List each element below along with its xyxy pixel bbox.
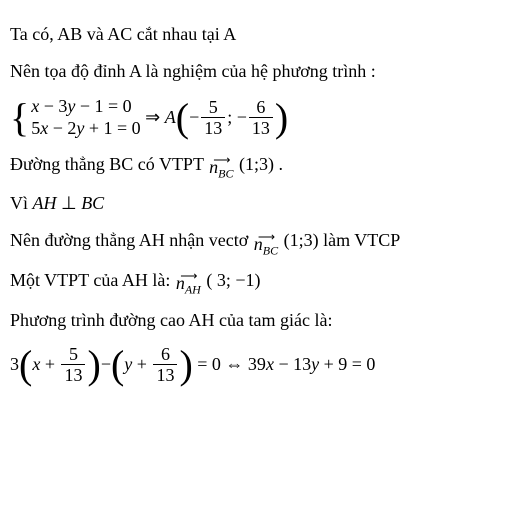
minus: − [101, 352, 111, 377]
final-equation: 3 ( x + 5 13 ) − ( y + 6 13 ) = 0 ⇔ 39x … [10, 345, 495, 385]
lparen: ( [19, 345, 32, 385]
den: 13 [201, 117, 225, 137]
vi: Vì [10, 193, 33, 213]
rparen2: ) [179, 345, 192, 385]
sep: ; − [227, 105, 247, 130]
den: 13 [249, 117, 273, 137]
coords: (1;3) . [239, 154, 283, 174]
coords: (1;3) làm VTCP [284, 230, 401, 250]
text: Một VTPT của AH là: [10, 270, 170, 290]
left-brace: { [10, 98, 29, 138]
frac-6-13b: 6 13 [153, 345, 177, 384]
lparen: ( [176, 98, 189, 138]
line-2: Nên tọa độ đỉnh A là nghiệm của hệ phươn… [10, 59, 495, 84]
arrow-icon: ⟶ [213, 157, 229, 163]
arrow-icon: ⟶ [180, 273, 196, 279]
equation-stack: x − 3y − 1 = 0 5x − 2y + 1 = 0 [31, 96, 140, 139]
vector-nbc: ⟶ nBC [209, 152, 233, 180]
den: 13 [61, 364, 85, 384]
neg1: − [189, 105, 199, 130]
num: 6 [158, 345, 173, 364]
coords: ( 3; −1) [206, 270, 260, 290]
text: Nên đường thẳng AH nhận vectơ [10, 230, 248, 250]
rparen: ) [87, 345, 100, 385]
den: 13 [153, 364, 177, 384]
term-y: y + 6 13 [124, 345, 179, 384]
eq1: x − 3y − 1 = 0 [31, 96, 140, 118]
result: = 0 ⇔ 39x − 13y + 9 = 0 [193, 352, 376, 377]
line-1: Ta có, AB và AC cắt nhau tại A [10, 22, 495, 47]
line-8: Phương trình đường cao AH của tam giác l… [10, 308, 495, 333]
ah: AH [33, 193, 57, 213]
coef3: 3 [10, 352, 19, 377]
line-6: Nên đường thẳng AH nhận vectơ ⟶ nBC (1;3… [10, 228, 495, 256]
eq2: 5x − 2y + 1 = 0 [31, 118, 140, 140]
implies: ⇒ A [141, 105, 176, 130]
system-equation: { x − 3y − 1 = 0 5x − 2y + 1 = 0 ⇒ A ( −… [10, 96, 495, 139]
rparen: ) [275, 98, 288, 138]
frac-5-13b: 5 13 [61, 345, 85, 384]
bc: BC [81, 193, 104, 213]
num: 5 [206, 98, 221, 117]
vector-nbc2: ⟶ nBC [254, 229, 278, 257]
arrow-icon: ⟶ [258, 234, 274, 240]
frac-5-13: 5 13 [201, 98, 225, 137]
perp-icon: ⊥ [61, 193, 77, 213]
line-7: Một VTPT của AH là: ⟶ nAH ( 3; −1) [10, 268, 495, 296]
num: 5 [66, 345, 81, 364]
num: 6 [253, 98, 268, 117]
text: Đường thẳng BC có VTPT [10, 154, 204, 174]
term-x: x + 5 13 [32, 345, 87, 384]
line-5: Vì AH ⊥ BC [10, 191, 495, 216]
lparen2: ( [111, 345, 124, 385]
line-4: Đường thẳng BC có VTPT ⟶ nBC (1;3) . [10, 152, 495, 180]
frac-6-13: 6 13 [249, 98, 273, 137]
vector-nah: ⟶ nAH [176, 268, 201, 296]
